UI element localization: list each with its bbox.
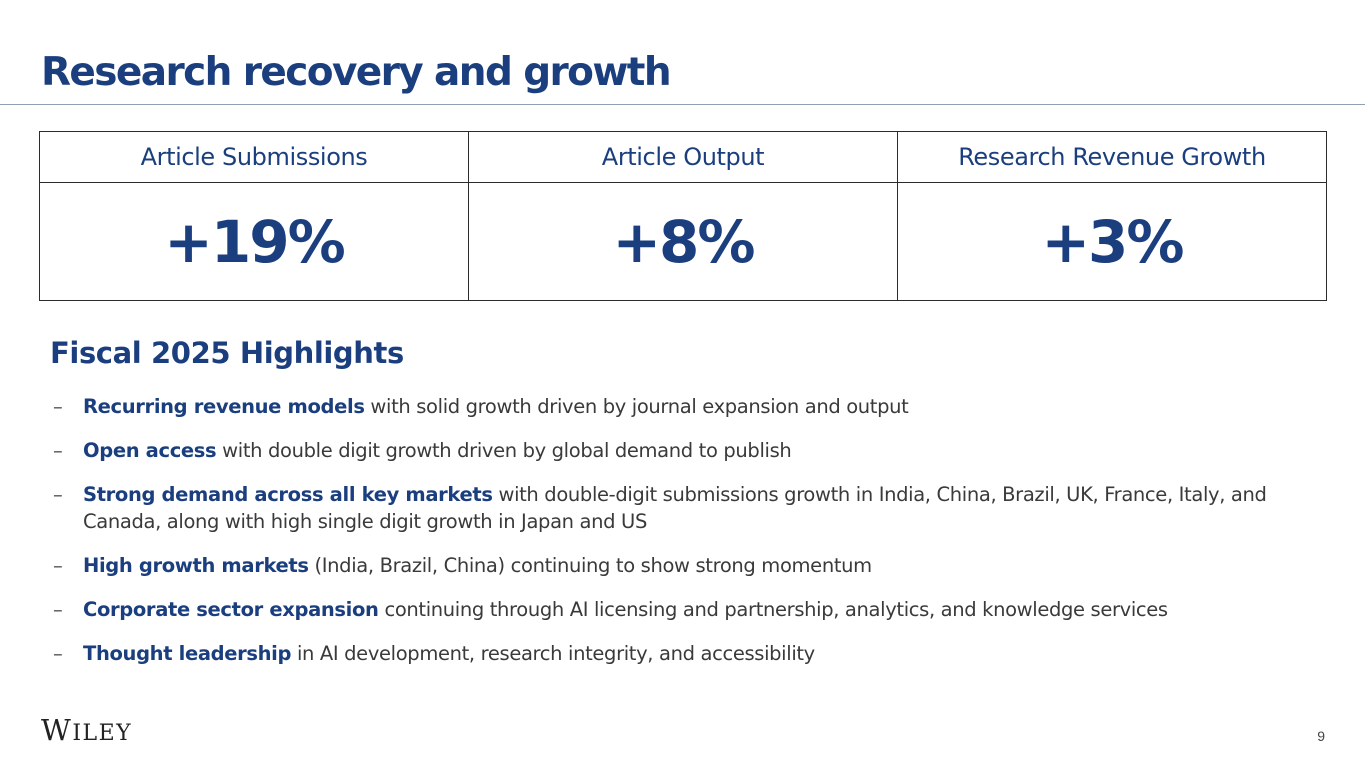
bullet-bold-text: Open access [83, 439, 217, 462]
highlights-heading: Fiscal 2025 Highlights [50, 336, 404, 370]
bullet-text: with double digit growth driven by globa… [216, 439, 792, 462]
bullet-bold-text: Strong demand across all key markets [83, 483, 493, 506]
list-item: – Thought leadership in AI development, r… [53, 640, 1313, 667]
slide-title: Research recovery and growth [41, 50, 672, 95]
metric-label-output: Article Output [468, 131, 898, 183]
bullet-dash: – [53, 395, 63, 418]
bullet-text: with solid growth driven by journal expa… [364, 395, 909, 418]
bullet-bold-text: Recurring revenue models [83, 395, 365, 418]
bullet-dash: – [53, 554, 63, 577]
title-divider [0, 104, 1365, 105]
list-item: – Recurring revenue models with solid gro… [53, 393, 1313, 420]
list-item: – High growth markets (India, Brazil, Chi… [53, 552, 1313, 579]
bullet-dash: – [53, 598, 63, 621]
bullet-bold-text: High growth markets [83, 554, 309, 577]
metrics-table: Article Submissions Article Output Resea… [39, 131, 1327, 301]
bullet-bold-text: Thought leadership [83, 642, 292, 665]
metric-value-revenue-growth: +3% [897, 182, 1327, 301]
metric-value-output: +8% [468, 182, 898, 301]
bullet-text: in AI development, research integrity, a… [291, 642, 815, 665]
bullet-bold-text: Corporate sector expansion [83, 598, 379, 621]
bullet-dash: – [53, 642, 63, 665]
highlights-list: – Recurring revenue models with solid gro… [53, 393, 1313, 684]
logo-initial: W [41, 713, 73, 747]
metrics-value-row: +19% +8% +3% [39, 182, 1327, 301]
bullet-text: (India, Brazil, China) continuing to sho… [308, 554, 873, 577]
metrics-header-row: Article Submissions Article Output Resea… [39, 131, 1327, 183]
bullet-dash: – [53, 483, 63, 506]
metric-label-revenue-growth: Research Revenue Growth [897, 131, 1327, 183]
list-item: – Corporate sector expansion continuing t… [53, 596, 1313, 623]
metric-value-submissions: +19% [39, 182, 469, 301]
bullet-text: continuing through AI licensing and part… [378, 598, 1168, 621]
list-item: – Open access with double digit growth dr… [53, 437, 1313, 464]
bullet-text: with double-digit submissions growth in … [83, 483, 1267, 533]
bullet-dash: – [53, 439, 63, 462]
list-item: – Strong demand across all key markets wi… [53, 481, 1313, 535]
metric-label-submissions: Article Submissions [39, 131, 469, 183]
wiley-logo: WILEY [41, 713, 132, 751]
logo-rest: ILEY [72, 721, 133, 746]
page-number: 9 [1317, 728, 1325, 744]
